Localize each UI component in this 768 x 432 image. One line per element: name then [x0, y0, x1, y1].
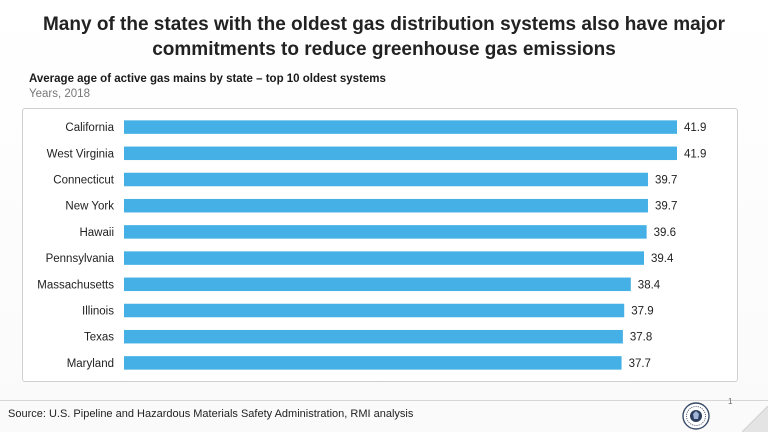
value-label: 41.9 — [684, 148, 706, 160]
chart-title: Average age of active gas mains by state… — [29, 73, 386, 85]
value-label: 37.9 — [631, 306, 653, 318]
bar — [124, 303, 625, 318]
value-label: 37.7 — [629, 358, 651, 370]
bar — [124, 225, 647, 239]
bar — [124, 146, 677, 161]
footer-divider — [0, 400, 768, 401]
category-label: Texas — [84, 332, 114, 344]
value-label: 41.9 — [684, 122, 706, 134]
category-label: New York — [65, 201, 114, 213]
value-label: 38.4 — [638, 279, 661, 291]
category-label: Massachusetts — [37, 279, 114, 291]
value-label: 39.6 — [654, 227, 676, 239]
source-note: Source: U.S. Pipeline and Hazardous Mate… — [8, 408, 414, 420]
bar — [124, 277, 631, 292]
value-label: 39.4 — [651, 253, 674, 265]
value-label: 39.7 — [655, 201, 677, 213]
bar — [124, 251, 645, 265]
category-label: California — [65, 122, 114, 134]
circular-seal-icon — [682, 402, 710, 430]
bar — [124, 356, 622, 370]
slide-title: Many of the states with the oldest gas d… — [42, 14, 726, 60]
bar — [124, 329, 623, 344]
value-label: 39.7 — [655, 175, 677, 187]
bar — [124, 198, 648, 213]
category-label: Hawaii — [79, 227, 114, 239]
bar — [124, 172, 648, 187]
category-label: Connecticut — [53, 175, 115, 187]
page-number: 1 — [728, 397, 733, 406]
category-label: Pennsylvania — [46, 253, 115, 265]
category-label: Illinois — [82, 306, 114, 318]
chart-subtitle: Years, 2018 — [29, 88, 90, 100]
bar-chart: California 41.9 West Virginia 41.9 Connectic… — [37, 120, 706, 370]
value-label: 37.8 — [630, 332, 652, 344]
page-corner-icon — [742, 406, 768, 432]
category-label: Maryland — [67, 358, 114, 370]
bar — [124, 120, 677, 134]
category-label: West Virginia — [47, 148, 115, 160]
